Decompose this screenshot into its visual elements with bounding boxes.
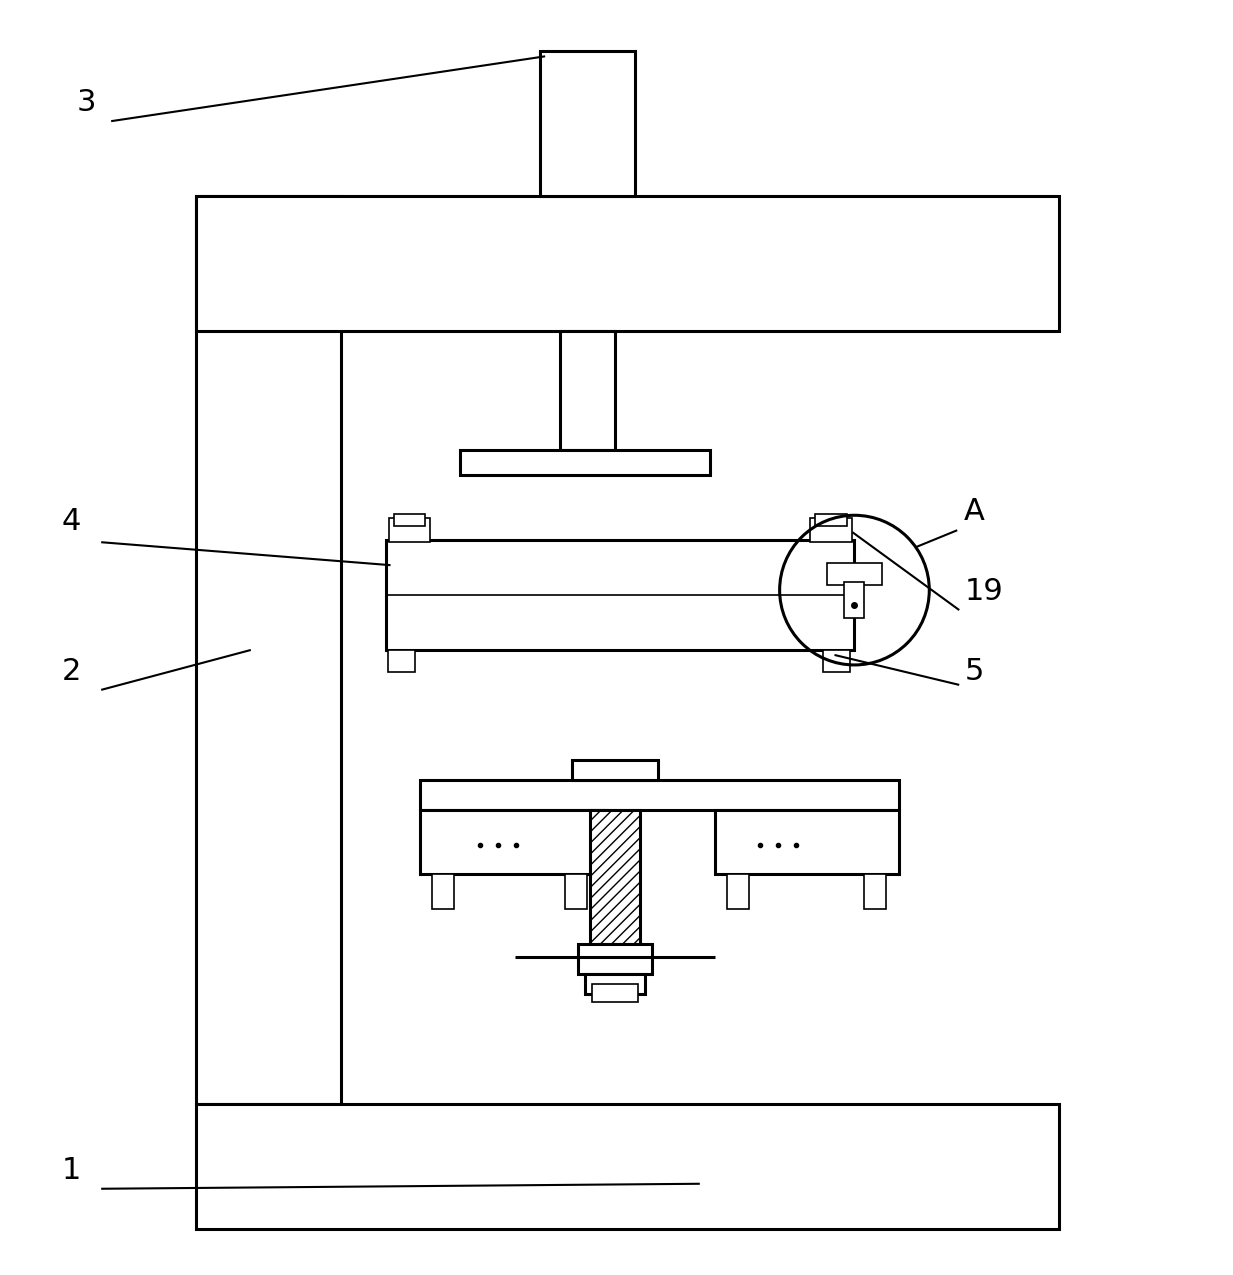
Text: 1: 1 — [62, 1155, 80, 1184]
Bar — [845, 583, 864, 618]
Bar — [864, 875, 887, 909]
Bar — [826, 564, 883, 585]
Bar — [388, 518, 430, 542]
Text: 4: 4 — [62, 507, 80, 537]
Bar — [420, 810, 605, 875]
Bar — [822, 650, 851, 672]
Text: 2: 2 — [62, 657, 80, 686]
Bar — [572, 760, 658, 780]
Bar — [433, 875, 455, 909]
Text: A: A — [964, 497, 985, 527]
Bar — [726, 875, 748, 909]
Bar — [460, 450, 710, 476]
Text: 5: 5 — [964, 657, 984, 686]
Bar — [815, 514, 847, 527]
Bar — [810, 518, 852, 542]
Bar — [387, 650, 416, 672]
Text: 19: 19 — [964, 578, 1002, 606]
Bar — [578, 945, 652, 974]
Bar — [386, 541, 854, 650]
Bar — [565, 875, 587, 909]
Bar — [592, 984, 637, 1002]
Bar — [591, 810, 640, 945]
Bar — [560, 330, 615, 450]
Bar — [540, 51, 635, 196]
Bar — [420, 780, 899, 810]
Text: 3: 3 — [76, 88, 96, 117]
Bar — [196, 196, 340, 1104]
Bar — [715, 810, 899, 875]
Bar — [196, 1104, 1059, 1229]
Bar — [196, 196, 1059, 330]
Bar — [393, 514, 425, 527]
Bar — [586, 974, 645, 994]
